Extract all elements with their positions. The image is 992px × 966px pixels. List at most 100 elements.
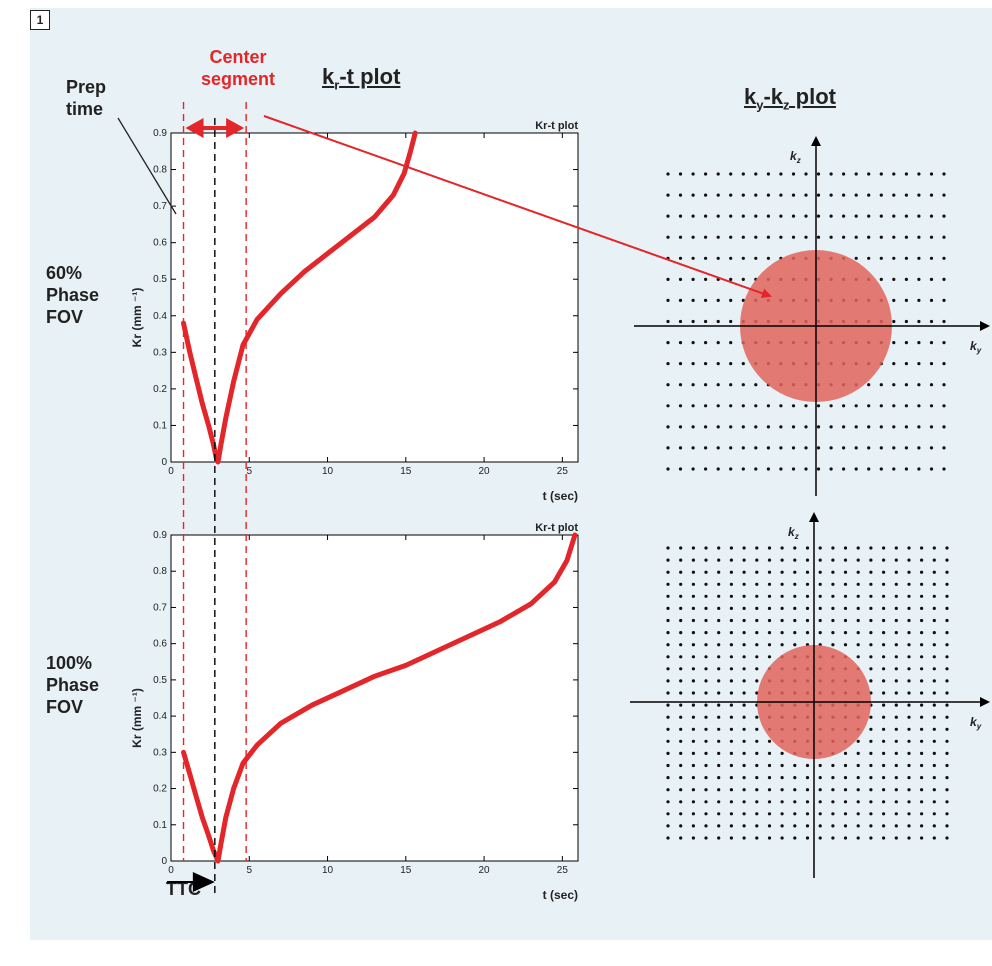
kspace-dot [691, 467, 695, 471]
kspace-dot [831, 618, 835, 623]
kspace-dot [791, 214, 796, 218]
kspace-dot [945, 800, 949, 804]
kspace-dot [767, 618, 772, 623]
kspace-dot [932, 836, 936, 840]
kspace-dot [691, 824, 696, 828]
kspace-dot [754, 172, 758, 176]
kspace-dot [729, 319, 733, 324]
kspace-dot [741, 172, 745, 176]
x-axis-label: t (sec) [543, 489, 578, 503]
kspace-dot [818, 570, 822, 574]
kspace-dot [666, 582, 670, 586]
kspace-dot [818, 546, 822, 550]
kspace-dot [907, 631, 911, 635]
kspace-dot [882, 776, 886, 780]
kspace-dot [932, 739, 936, 743]
kspace-dot [856, 631, 860, 635]
center-to-kspace-arrow [263, 115, 772, 299]
kspace-dot [716, 467, 720, 471]
kspace-dot [904, 383, 909, 387]
kspace-dot [691, 582, 696, 586]
kspace-dot [717, 558, 721, 562]
kspace-dot [754, 446, 758, 450]
kspace-dot [691, 256, 695, 260]
kspace-dot [945, 763, 949, 768]
kspace-dot [831, 546, 835, 550]
kspace-dot [907, 679, 911, 683]
kspace-dot [869, 643, 873, 647]
kspace-dot [691, 277, 695, 281]
kspace-dot [894, 582, 898, 586]
kspace-dot [869, 631, 873, 635]
kspace-dot [754, 235, 758, 239]
kspace-dot [729, 655, 734, 659]
kspace-dot [741, 256, 745, 260]
kspace-dot [882, 594, 886, 598]
kspace-dot [678, 172, 683, 176]
kspace-dot [929, 214, 934, 218]
kspace-dot [892, 214, 896, 218]
kspace-dot [729, 763, 734, 768]
kspace-dot [879, 193, 883, 197]
kspace-dot [716, 425, 720, 429]
kspace-dot [767, 655, 772, 659]
kspace-dot [666, 655, 670, 659]
kspace-dot [917, 383, 921, 387]
kspace-dot [904, 235, 909, 239]
kspace-dot [717, 715, 721, 719]
kspace-dot [704, 256, 708, 260]
kr-t-curve-2 [181, 532, 578, 864]
kspace-dot [920, 800, 924, 804]
kspace-dot [892, 425, 896, 429]
y-tick-label: 0.1 [153, 820, 167, 831]
kspace-dot [816, 446, 821, 450]
kspace-dot [704, 425, 708, 429]
kspace-dot [854, 214, 858, 218]
kspace-dot [717, 606, 721, 611]
kspace-dot [666, 570, 670, 574]
kspace-dot [704, 606, 708, 611]
kspace-dot [843, 788, 848, 792]
kspace-dot [929, 277, 934, 281]
kspace-dot [716, 404, 720, 408]
kspace-dot [691, 703, 696, 707]
kspace-dot [843, 643, 848, 647]
kspace-dot [691, 812, 696, 816]
kspace-dot [920, 582, 924, 586]
kspace-dot [716, 446, 720, 450]
kspace-dot [842, 446, 846, 450]
kspace-dot [816, 425, 821, 429]
kspace-dot [691, 763, 696, 768]
kspace-dot [818, 824, 822, 828]
x-axis-label: t (sec) [543, 888, 578, 902]
y-tick-label: 0.7 [153, 201, 167, 212]
kspace-dot [729, 383, 733, 387]
kspace-dot [879, 467, 883, 471]
kspace-dot [666, 836, 670, 840]
kspace-dot [854, 193, 858, 197]
kspace-dot [717, 763, 721, 768]
kspace-dot [779, 467, 783, 471]
kspace-dot [666, 824, 670, 828]
kspace-dot [742, 594, 746, 598]
kspace-dot [679, 606, 683, 611]
kspace-dot [904, 362, 909, 366]
kspace-dot [729, 739, 734, 743]
kspace-dot [717, 546, 721, 550]
kspace-dot [780, 788, 784, 792]
kspace-dot [729, 667, 734, 671]
kspace-dot [666, 763, 670, 768]
kspace-dot [754, 425, 758, 429]
kspace-dot [942, 446, 946, 450]
kspace-dot [755, 739, 759, 743]
kspace-dot [907, 836, 911, 840]
kspace-dot [945, 739, 949, 743]
kspace-dot [879, 383, 883, 387]
kspace-dot [742, 558, 746, 562]
kspace-dot [945, 836, 949, 840]
center-segment-arrow-right [226, 118, 245, 138]
kspace-dot [932, 812, 936, 816]
kspace-dot [767, 824, 772, 828]
kspace-dot [679, 836, 683, 840]
